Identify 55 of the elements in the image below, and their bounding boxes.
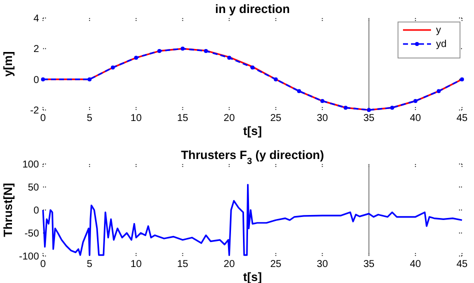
x-tick-label: 40 — [410, 113, 422, 124]
point — [250, 66, 254, 70]
x-tick-label: 30 — [316, 259, 328, 270]
chart-title: in y direction — [215, 2, 290, 16]
point — [41, 77, 45, 82]
x-tick-label: 45 — [456, 113, 468, 124]
x-axis-title: t[s] — [243, 124, 262, 138]
point — [110, 66, 115, 70]
x-tick-label: 5 — [86, 113, 93, 124]
line-series — [42, 184, 463, 256]
point — [320, 98, 324, 103]
point — [366, 108, 371, 112]
legend-label: y — [436, 25, 441, 36]
x-tick-label: 25 — [270, 113, 282, 124]
point — [413, 98, 418, 103]
point — [274, 77, 278, 82]
x-tick-label: 0 — [40, 113, 46, 124]
x-tick-label: 15 — [177, 113, 189, 124]
y-tick-label: -2 — [30, 106, 40, 116]
x-tick-label: 45 — [456, 259, 468, 270]
x-tick-label: 5 — [86, 259, 93, 270]
y-tick-label: 0 — [33, 74, 40, 86]
x-tick-label: 40 — [410, 259, 422, 270]
y-axis-title: Thrust[N] — [1, 183, 15, 237]
y-tick-label: -100 — [18, 252, 40, 262]
point — [180, 46, 185, 51]
y-tick-label: 4 — [33, 14, 40, 24]
y-tick-label: -50 — [24, 228, 40, 240]
point — [227, 56, 232, 60]
point — [390, 106, 394, 110]
y-tick-label: 100 — [22, 160, 40, 170]
point — [436, 89, 441, 94]
y-tick-label: 50 — [28, 182, 40, 194]
point — [344, 106, 348, 110]
point — [157, 48, 162, 53]
y-tick-label: 0 — [33, 206, 40, 216]
x-tick-label: 20 — [224, 259, 236, 270]
point — [297, 89, 302, 94]
point — [460, 77, 464, 82]
x-tick-label: 10 — [130, 113, 142, 124]
x-tick-label: 0 — [40, 259, 46, 270]
legend-label: yd — [436, 39, 447, 50]
x-tick-label: 25 — [270, 259, 282, 270]
x-tick-label: 15 — [177, 259, 189, 270]
point — [134, 56, 138, 60]
point — [88, 77, 92, 82]
x-tick-label: 35 — [363, 259, 375, 270]
x-tick-label: 35 — [363, 113, 375, 124]
y-axis-title: y[m] — [1, 51, 15, 77]
y-tick-label: 2 — [33, 44, 40, 56]
chart-title: Thrusters F$_{3}$ (y direction) — [180, 148, 324, 166]
x-tick-label: 20 — [224, 113, 236, 124]
x-tick-label: 30 — [316, 113, 328, 124]
point — [204, 48, 208, 53]
x-tick-label: 10 — [130, 259, 142, 270]
